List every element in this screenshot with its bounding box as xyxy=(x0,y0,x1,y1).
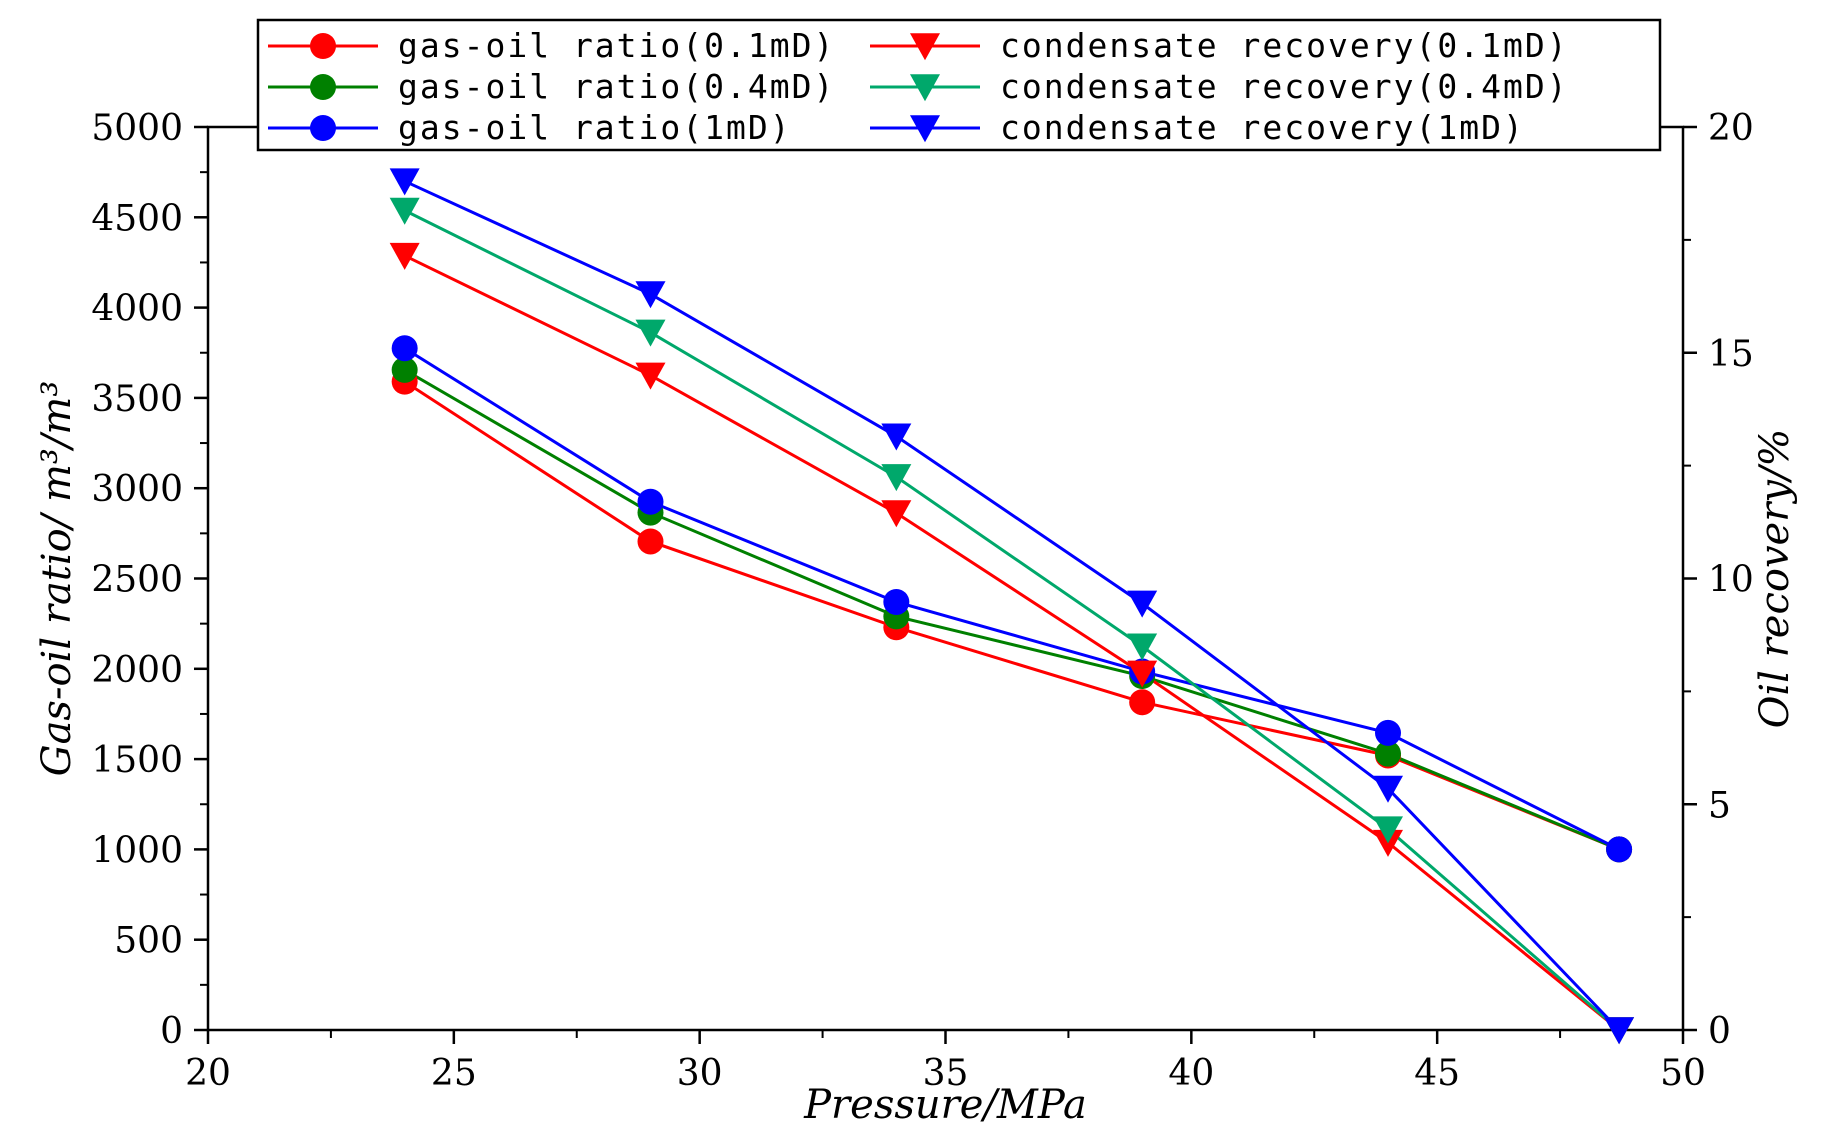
legend-label-2: gas-oil ratio(1mD) xyxy=(398,108,792,147)
y-left-tick-label: 4500 xyxy=(91,198,183,239)
x-tick-label: 40 xyxy=(1168,1053,1214,1094)
data-point-series-0 xyxy=(637,528,664,555)
legend-marker-3 xyxy=(910,33,940,61)
data-point-series-5 xyxy=(389,168,420,196)
data-point-series-3 xyxy=(389,242,420,270)
y-left-tick-label: 2000 xyxy=(91,650,183,691)
y-right-tick-label: 10 xyxy=(1708,560,1754,601)
series-line-3 xyxy=(404,254,1621,1032)
data-point-series-3 xyxy=(881,500,912,528)
y-axis-left-title: Gas-oil ratio/ m³/m³ xyxy=(34,381,80,777)
data-point-series-4 xyxy=(635,319,666,347)
axes-layer: 20 25 30 35 40 45 5005001000150020002500300035… xyxy=(91,108,1753,1094)
y-right-tick-label: 15 xyxy=(1708,334,1754,375)
y-left-tick-label: 1500 xyxy=(91,740,183,781)
y-left-tick-label: 2500 xyxy=(91,560,183,601)
legend: gas-oil ratio(0.1mD)gas-oil ratio(0.4mD)… xyxy=(256,18,1662,152)
series-line-5 xyxy=(404,179,1621,1032)
x-tick-label: 25 xyxy=(431,1053,477,1094)
data-point-series-3 xyxy=(1127,660,1158,688)
series-line-4 xyxy=(404,209,1621,1032)
legend-label-5: condensate recovery(1mD) xyxy=(1000,108,1525,147)
legend-marker-4 xyxy=(910,74,940,102)
y-right-tick-label: 20 xyxy=(1708,108,1754,149)
legend-marker-2 xyxy=(310,115,336,141)
data-point-series-1 xyxy=(1375,740,1401,767)
y-left-tick-label: 3500 xyxy=(91,379,183,420)
y-left-tick-label: 5000 xyxy=(91,108,183,149)
y-left-tick-label: 4000 xyxy=(91,289,183,330)
data-point-series-5 xyxy=(881,423,912,451)
data-point-series-1 xyxy=(391,356,418,383)
x-axis-title: Pressure/MPa xyxy=(803,1082,1087,1128)
legend-label-4: condensate recovery(0.4mD) xyxy=(1000,67,1569,106)
data-point-series-5 xyxy=(1127,590,1158,618)
y-right-tick-label: 0 xyxy=(1708,1011,1731,1052)
data-point-series-2 xyxy=(391,335,418,362)
x-tick-label: 45 xyxy=(1414,1053,1460,1094)
y-left-tick-label: 0 xyxy=(160,1011,183,1052)
legend-marker-0 xyxy=(310,33,336,59)
data-point-series-2 xyxy=(1606,836,1633,863)
legend-marker-5 xyxy=(910,115,940,143)
y-right-tick-label: 5 xyxy=(1708,785,1731,826)
data-point-series-4 xyxy=(1373,816,1403,844)
data-point-series-4 xyxy=(1127,633,1158,661)
x-tick-label: 30 xyxy=(677,1053,723,1094)
data-point-series-5 xyxy=(635,281,666,309)
x-tick-label: 50 xyxy=(1660,1053,1706,1094)
data-point-series-0 xyxy=(1129,689,1156,716)
data-point-series-2 xyxy=(637,488,664,515)
x-tick-label: 35 xyxy=(923,1053,969,1094)
data-point-series-5 xyxy=(1604,1017,1635,1045)
series-line-1 xyxy=(403,368,1620,851)
series-lines-layer xyxy=(403,179,1621,1032)
legend-label-3: condensate recovery(0.1mD) xyxy=(1000,26,1569,65)
data-point-series-5 xyxy=(1373,775,1403,803)
data-point-series-4 xyxy=(881,464,912,492)
y-left-tick-label: 500 xyxy=(114,921,183,962)
data-point-series-4 xyxy=(389,197,420,225)
y-left-tick-label: 3000 xyxy=(91,469,183,510)
series-markers-layer xyxy=(389,168,1635,1045)
data-point-series-3 xyxy=(1373,829,1403,857)
data-point-series-2 xyxy=(883,588,910,615)
data-point-series-3 xyxy=(635,362,666,390)
x-tick-label: 20 xyxy=(185,1053,231,1094)
legend-label-0: gas-oil ratio(0.1mD) xyxy=(398,26,835,65)
series-line-2 xyxy=(403,346,1620,851)
series-line-0 xyxy=(403,380,1620,851)
y-axis-right-title: Oil recovery/% xyxy=(1752,429,1798,729)
legend-label-1: gas-oil ratio(0.4mD) xyxy=(398,67,835,106)
legend-marker-1 xyxy=(310,74,336,100)
y-left-tick-label: 1000 xyxy=(91,830,183,871)
data-point-series-2 xyxy=(1375,719,1401,746)
